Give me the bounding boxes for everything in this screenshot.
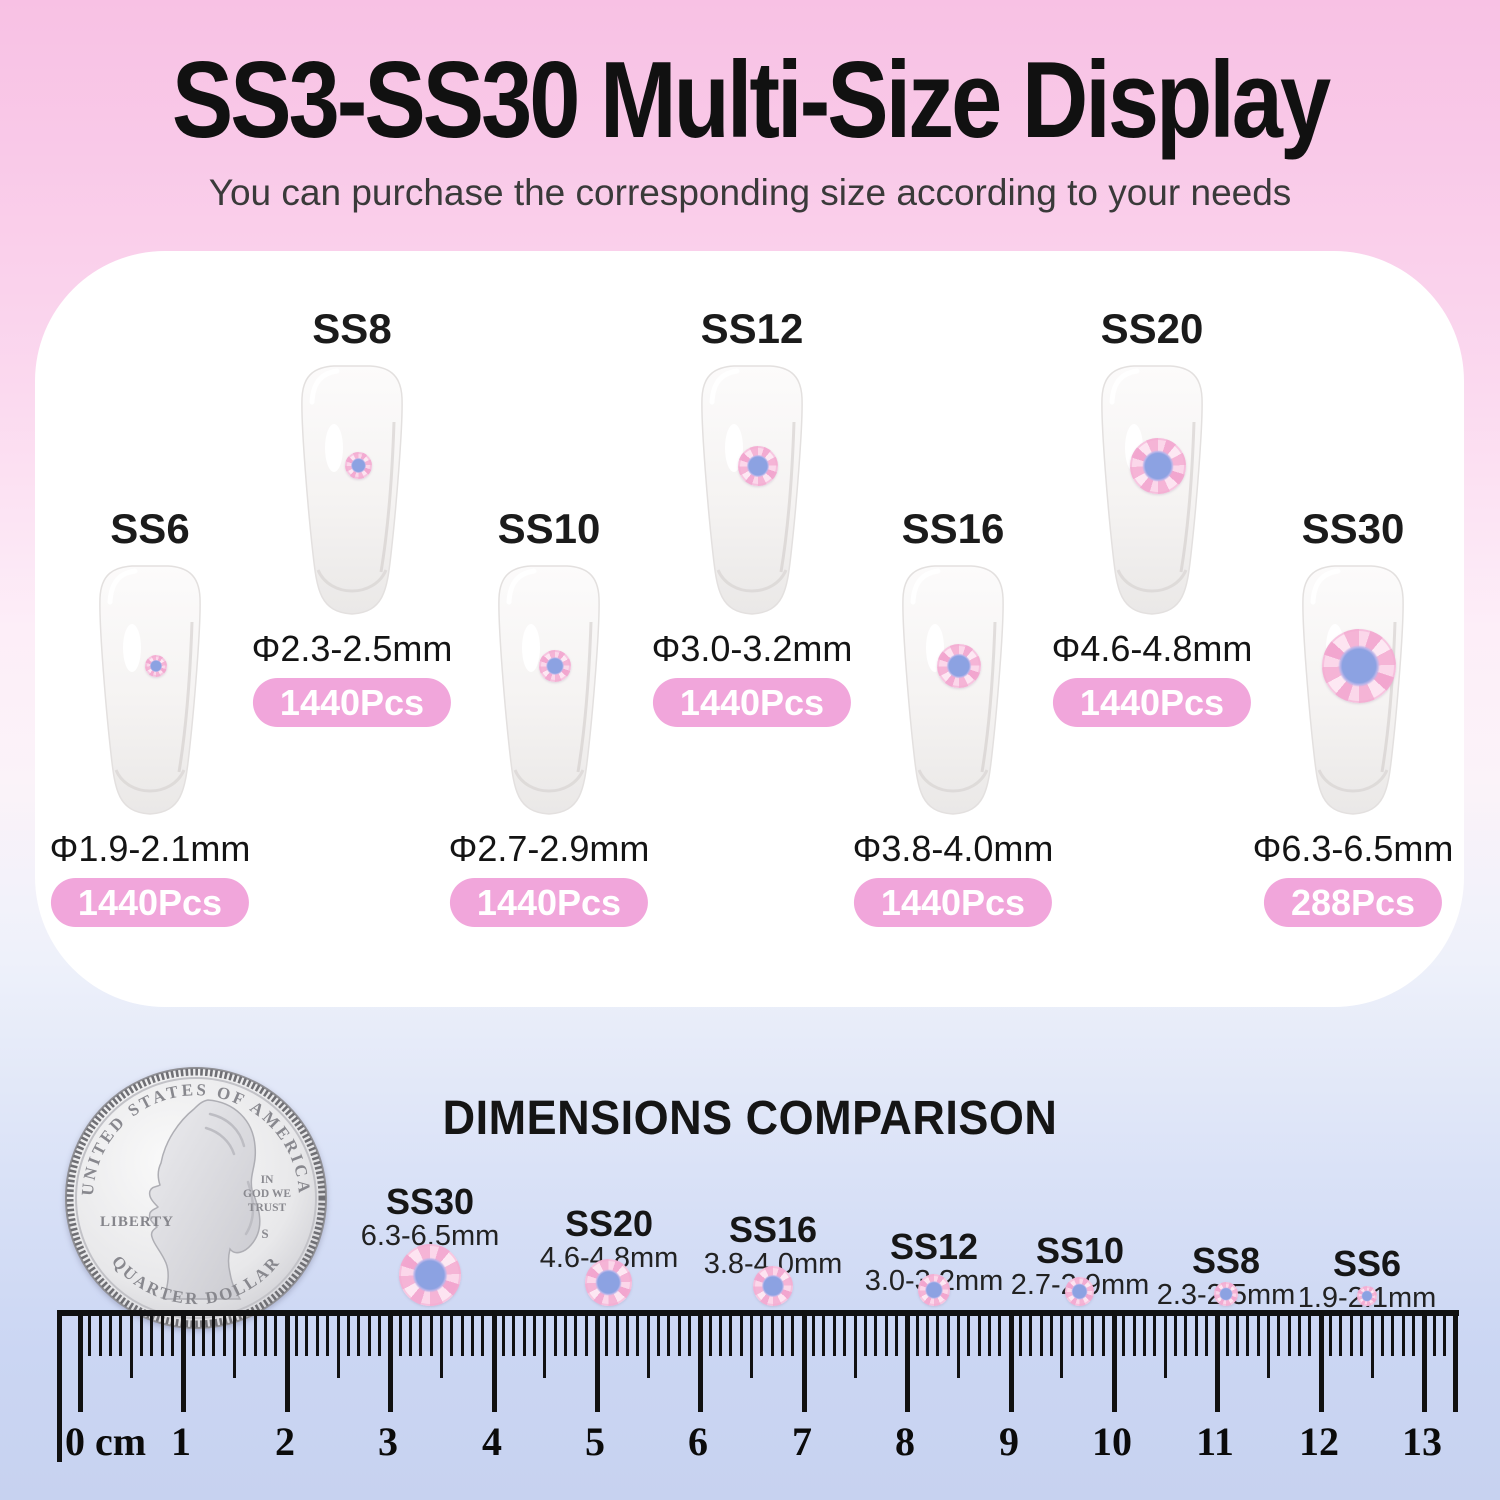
page-subtitle: You can purchase the corresponding size … xyxy=(208,172,1292,213)
coin-motto-line2: GOD WE xyxy=(243,1188,291,1200)
size-item-ss30: SS30 Φ6.3-6.5mm 288Pcs xyxy=(1253,506,1453,936)
ruler-number-6: 6 xyxy=(688,1419,708,1464)
ruler-number-10: 10 xyxy=(1092,1419,1132,1464)
diameter-text: Φ2.3-2.5mm xyxy=(251,628,453,669)
count-badge: 1440Pcs xyxy=(652,678,852,727)
size-item-ss10: SS10 Φ2.7-2.9mm 1440Pcs xyxy=(449,506,649,936)
diameter-text: Φ6.3-6.5mm xyxy=(1252,828,1454,869)
rhinestone xyxy=(1214,1282,1238,1306)
rhinestone xyxy=(1322,629,1396,703)
nail-tip-image xyxy=(479,560,619,822)
ruler-number-8: 8 xyxy=(895,1419,915,1464)
ruler-number-11: 11 xyxy=(1196,1419,1234,1464)
size-item-ss20: SS20 Φ4.6-4.8mm 1440Pcs xyxy=(1052,306,1252,736)
rhinestone xyxy=(918,1274,950,1306)
size-label: SS12 xyxy=(700,305,804,352)
comparison-label: SS8 xyxy=(1191,1240,1261,1281)
rhinestone xyxy=(1065,1277,1094,1306)
rhinestone xyxy=(1357,1286,1377,1306)
rhinestone xyxy=(937,644,981,688)
rhinestone xyxy=(738,446,778,486)
ruler-number-12: 12 xyxy=(1299,1419,1339,1464)
ruler-right-edge xyxy=(1453,1316,1458,1412)
count-badge: 1440Pcs xyxy=(449,878,649,927)
ruler-number-1: 1 xyxy=(171,1419,191,1464)
count-badge: 1440Pcs xyxy=(50,878,250,927)
nail-tip-image xyxy=(682,360,822,622)
size-item-ss6: SS6 Φ1.9-2.1mm 1440Pcs xyxy=(50,506,250,936)
nail-tip-image xyxy=(80,560,220,822)
comparison-item-ss20: SS20 4.6-4.8mm xyxy=(514,1203,704,1306)
comparison-label: SS30 xyxy=(385,1181,475,1222)
coin-motto-line1: IN xyxy=(261,1174,274,1186)
comparison-item-ss30: SS30 6.3-6.5mm xyxy=(335,1181,525,1306)
cm-ruler: 0 cm 1 2 3 4 5 6 7 8 9 10 11 12 13 xyxy=(57,1310,1459,1476)
comparison-item-ss16: SS16 3.8-4.0mm xyxy=(678,1209,868,1306)
size-label: SS6 xyxy=(110,505,190,552)
comparison-label: SS10 xyxy=(1035,1230,1125,1271)
size-item-ss12: SS12 Φ3.0-3.2mm 1440Pcs xyxy=(652,306,852,736)
comparison-label: SS6 xyxy=(1332,1243,1402,1284)
diameter-text: Φ1.9-2.1mm xyxy=(49,828,251,869)
coin-motto-line3: TRUST xyxy=(248,1202,287,1214)
comparison-item-ss12: SS12 3.0-3.2mm xyxy=(839,1226,1029,1306)
ruler-left-edge xyxy=(57,1316,62,1462)
coin-mint-mark: S xyxy=(261,1226,268,1241)
page-title: SS3-SS30 Multi-Size Display xyxy=(171,40,1331,161)
diameter-text: Φ3.8-4.0mm xyxy=(852,828,1054,869)
comparison-item-ss6: SS6 1.9-2.1mm xyxy=(1272,1243,1462,1314)
size-label: SS20 xyxy=(1100,305,1204,352)
diameter-text: Φ3.0-3.2mm xyxy=(651,628,853,669)
comparison-title: DIMENSIONS COMPARISON xyxy=(442,1089,1058,1145)
count-badge: 1440Pcs xyxy=(853,878,1053,927)
ruler-number-7: 7 xyxy=(792,1419,812,1464)
comparison-label: SS16 xyxy=(728,1209,818,1250)
size-label: SS8 xyxy=(312,305,392,352)
coin-liberty-text: LIBERTY xyxy=(100,1214,174,1230)
size-label: SS16 xyxy=(901,505,1005,552)
rhinestone xyxy=(539,650,571,682)
size-item-ss16: SS16 Φ3.8-4.0mm 1440Pcs xyxy=(853,506,1053,936)
size-label: SS10 xyxy=(497,505,601,552)
ruler-number-13: 13 xyxy=(1402,1419,1442,1464)
size-label: SS30 xyxy=(1301,505,1405,552)
rhinestone xyxy=(753,1266,793,1306)
nail-tip-image xyxy=(282,360,422,622)
comparison-item-ss8: SS8 2.3-2.5mm xyxy=(1131,1240,1321,1311)
comparison-item-ss10: SS10 2.7-2.9mm xyxy=(985,1230,1175,1306)
ruler-number-9: 9 xyxy=(999,1419,1019,1464)
rhinestone xyxy=(1130,438,1186,494)
count-badge: 1440Pcs xyxy=(1052,678,1252,727)
ruler-number-3: 3 xyxy=(378,1419,398,1464)
size-item-ss8: SS8 Φ2.3-2.5mm 1440Pcs xyxy=(252,306,452,736)
ruler-number-0: 0 cm xyxy=(65,1419,147,1464)
ruler-number-5: 5 xyxy=(585,1419,605,1464)
rhinestone xyxy=(585,1259,632,1306)
diameter-text: Φ2.7-2.9mm xyxy=(448,828,650,869)
rhinestone xyxy=(145,655,167,677)
diameter-text: Φ4.6-4.8mm xyxy=(1051,628,1253,669)
comparison-label: SS20 xyxy=(564,1203,654,1244)
rhinestone xyxy=(345,452,372,479)
nail-tip-image xyxy=(883,560,1023,822)
quarter-coin-image: UNITED STATES OF AMERICA QUARTER DOLLAR … xyxy=(65,1067,327,1329)
count-badge: 1440Pcs xyxy=(252,678,452,727)
rhinestone xyxy=(399,1244,461,1306)
count-badge: 288Pcs xyxy=(1263,878,1443,927)
comparison-label: SS12 xyxy=(889,1226,979,1267)
ruler-number-2: 2 xyxy=(275,1419,295,1464)
ruler-number-4: 4 xyxy=(482,1419,502,1464)
